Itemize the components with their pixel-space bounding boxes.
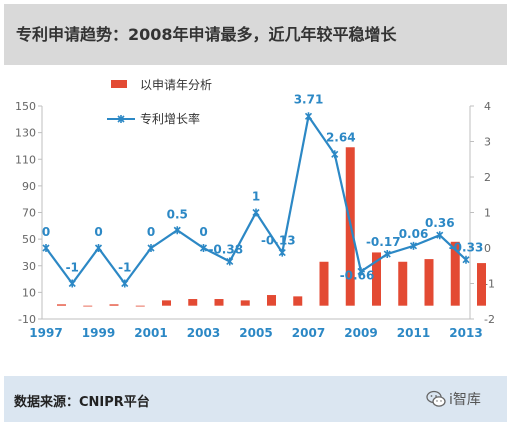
bar bbox=[136, 306, 145, 307]
bar bbox=[57, 304, 66, 305]
y-right-tick-label: 4 bbox=[484, 100, 491, 113]
x-tick-label: 2007 bbox=[292, 326, 325, 340]
line-data-label: 0 bbox=[94, 225, 102, 239]
watermark: i智库 bbox=[426, 389, 481, 409]
line-point-marker bbox=[69, 280, 75, 288]
line-data-label: 2.64 bbox=[326, 130, 356, 144]
wechat-icon bbox=[426, 390, 446, 408]
bar bbox=[425, 259, 434, 306]
line-point-marker bbox=[96, 244, 102, 252]
x-tick-label: 2005 bbox=[239, 326, 272, 340]
bar bbox=[215, 299, 224, 306]
bar bbox=[398, 262, 407, 306]
y-right-tick-label: -2 bbox=[484, 313, 495, 326]
line-data-label: -0.66 bbox=[340, 268, 375, 282]
chart-area: -101030507090110130150-2-1012340-10-100.… bbox=[0, 68, 511, 372]
bar bbox=[188, 299, 197, 306]
line-data-label: -0.33 bbox=[449, 241, 484, 255]
watermark-text: i智库 bbox=[449, 389, 481, 409]
bar bbox=[320, 262, 329, 306]
line-data-label: -1 bbox=[118, 261, 131, 275]
y-right-tick-label: 3 bbox=[484, 136, 491, 149]
line-data-label: 0 bbox=[199, 225, 207, 239]
line-point-marker bbox=[253, 209, 259, 217]
line-data-label: 0 bbox=[42, 225, 50, 239]
line-point-marker bbox=[122, 280, 128, 288]
x-tick-label: 1999 bbox=[82, 326, 115, 340]
line-point-marker bbox=[463, 256, 469, 264]
line-data-label: -1 bbox=[66, 261, 79, 275]
bar bbox=[293, 296, 302, 305]
legend-line-label: 专利增长率 bbox=[140, 111, 200, 126]
x-tick-label: 2009 bbox=[344, 326, 377, 340]
x-tick-label: 1997 bbox=[29, 326, 62, 340]
bar bbox=[241, 300, 250, 305]
bar bbox=[162, 300, 171, 305]
y-left-tick-label: 110 bbox=[15, 153, 36, 166]
patent-trend-chart: -101030507090110130150-2-1012340-10-100.… bbox=[0, 68, 511, 372]
line-point-marker bbox=[306, 112, 312, 120]
x-tick-label: 2001 bbox=[134, 326, 167, 340]
x-tick-label: 2013 bbox=[449, 326, 482, 340]
legend-bar-label: 以申请年分析 bbox=[140, 78, 212, 92]
line-data-label: 0.06 bbox=[399, 227, 429, 241]
bar bbox=[83, 306, 92, 307]
line-point-marker bbox=[279, 249, 285, 257]
line-data-label: -0.38 bbox=[208, 242, 243, 256]
bar bbox=[267, 295, 276, 306]
line-data-label: 1 bbox=[252, 190, 260, 204]
header-banner: 专利申请趋势：2008年申请最多，近几年较平稳增长 bbox=[4, 4, 507, 65]
y-left-tick-label: 90 bbox=[22, 180, 36, 193]
page-title: 专利申请趋势：2008年申请最多，近几年较平稳增长 bbox=[16, 25, 397, 44]
line-point-marker bbox=[148, 244, 154, 252]
y-right-tick-label: 1 bbox=[484, 207, 491, 220]
line-data-label: 0.5 bbox=[167, 207, 188, 221]
data-source-text: 数据来源：CNIPR平台 bbox=[14, 395, 150, 410]
y-right-tick-label: 0 bbox=[484, 242, 491, 255]
bar bbox=[110, 304, 119, 305]
bar bbox=[477, 263, 486, 306]
line-data-label: -0.17 bbox=[366, 235, 401, 249]
y-left-tick-label: 130 bbox=[15, 127, 36, 140]
y-left-tick-label: 10 bbox=[22, 286, 36, 299]
line-point-marker bbox=[43, 244, 49, 252]
y-left-tick-label: 50 bbox=[22, 233, 36, 246]
y-left-tick-label: 150 bbox=[15, 100, 36, 113]
line-point-marker bbox=[332, 150, 338, 158]
line-point-marker bbox=[174, 226, 180, 234]
line-data-label: 3.71 bbox=[294, 92, 324, 106]
line-data-label: 0 bbox=[147, 225, 155, 239]
line-data-label: 0.36 bbox=[425, 216, 455, 230]
y-left-tick-label: 30 bbox=[22, 260, 36, 273]
legend-bar-swatch bbox=[111, 80, 127, 88]
y-left-tick-label: 70 bbox=[22, 207, 36, 220]
x-tick-label: 2011 bbox=[397, 326, 430, 340]
y-right-tick-label: 2 bbox=[484, 171, 491, 184]
line-data-label: -0.13 bbox=[261, 234, 296, 248]
x-tick-label: 2003 bbox=[187, 326, 220, 340]
y-left-tick-label: -10 bbox=[18, 313, 36, 326]
